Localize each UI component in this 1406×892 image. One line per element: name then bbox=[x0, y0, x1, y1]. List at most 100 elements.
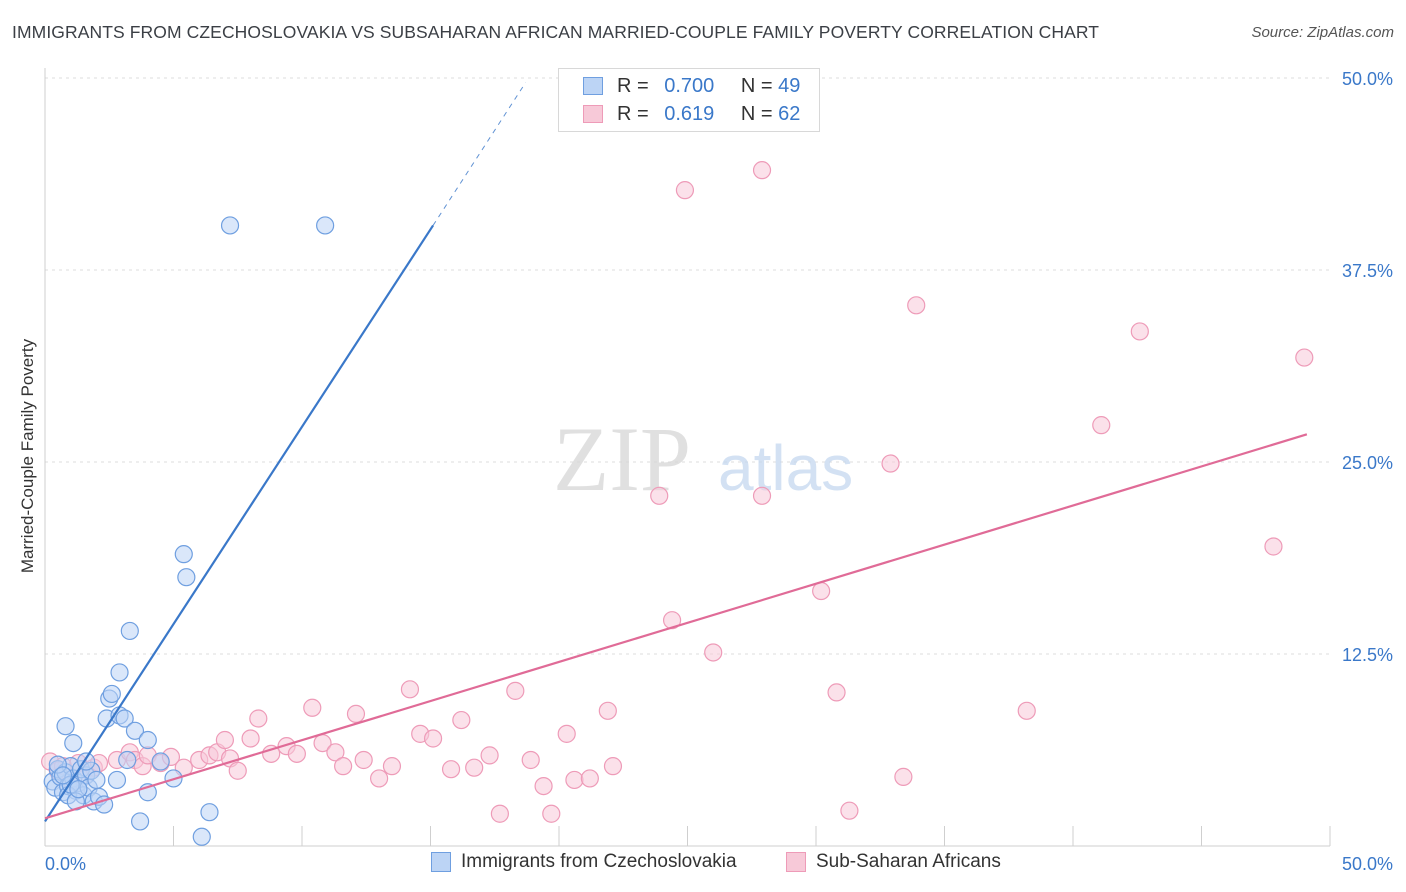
legend-swatch-blue bbox=[583, 77, 603, 95]
bottom-legend-swatch-blue bbox=[431, 852, 451, 872]
czechoslovakia-point bbox=[115, 709, 134, 728]
czechoslovakia-point bbox=[174, 545, 193, 564]
sub-saharan-point bbox=[400, 680, 420, 699]
sub-saharan-point bbox=[334, 757, 353, 776]
sub-saharan-point bbox=[1264, 537, 1283, 556]
legend-r-label: R = bbox=[617, 74, 649, 97]
tick-labels: 12.5% 25.0% 37.5% 50.0% 0.0% 50.0% bbox=[45, 69, 1393, 874]
czechoslovakia-point bbox=[316, 216, 335, 235]
sub-saharan-point bbox=[326, 743, 345, 762]
czechoslovakia-point bbox=[125, 721, 145, 740]
czechoslovakia-point bbox=[200, 803, 219, 822]
sub-saharan-point bbox=[840, 801, 859, 820]
sub-saharan-point bbox=[1092, 416, 1111, 435]
legend-n-value: 49 bbox=[778, 74, 801, 97]
bottom-legend-swatch-pink bbox=[786, 852, 806, 872]
sub-saharan-point bbox=[704, 643, 723, 662]
bottom-legend-label: Immigrants from Czechoslovakia bbox=[461, 851, 737, 872]
sub-saharan-point bbox=[506, 681, 525, 700]
sub-saharan-point bbox=[662, 611, 682, 630]
czechoslovakia-point bbox=[120, 621, 139, 641]
sub-saharan-point bbox=[287, 744, 306, 763]
y-tick-label: 37.5% bbox=[1342, 261, 1393, 281]
sub-saharan-point bbox=[1017, 701, 1036, 720]
czechoslovakia-point bbox=[220, 216, 240, 235]
czechoslovakia-point bbox=[87, 770, 106, 790]
chart-title: IMMIGRANTS FROM CZECHOSLOVAKIA VS SUBSAH… bbox=[12, 22, 1100, 42]
y-tick-label: 50.0% bbox=[1342, 69, 1393, 89]
bottom-legend-label: Sub-Saharan Africans bbox=[816, 851, 1001, 872]
czechoslovakia-point bbox=[64, 733, 83, 753]
y-tick-label: 25.0% bbox=[1342, 453, 1393, 473]
sub-saharan-point bbox=[894, 767, 913, 786]
trend-lines bbox=[44, 82, 1308, 823]
sub-saharan-point bbox=[480, 746, 499, 765]
sub-saharan-point bbox=[603, 757, 623, 776]
sub-saharan-point bbox=[907, 296, 926, 315]
x-tick-label: 0.0% bbox=[45, 854, 86, 874]
sub-saharan-point bbox=[423, 729, 443, 748]
source-credit: Source: ZipAtlas.com bbox=[1251, 24, 1394, 41]
watermark: ZIP atlas bbox=[553, 408, 853, 510]
czechoslovakia-point bbox=[110, 663, 129, 682]
sub-saharan-point bbox=[465, 758, 484, 777]
sub-saharan-point bbox=[303, 698, 322, 717]
sub-saharan-point bbox=[542, 804, 561, 823]
sub-saharan-point bbox=[215, 730, 234, 750]
x-tick-label: 50.0% bbox=[1342, 854, 1393, 874]
legend-r-label: R = bbox=[617, 102, 649, 125]
axes bbox=[44, 68, 1331, 847]
legend-n-label: N = bbox=[740, 74, 773, 97]
correlation-legend: R = 0.700 N = 49 R = 0.619 N = 62 bbox=[558, 68, 820, 132]
czechoslovakia-point bbox=[118, 750, 137, 770]
sub-saharan-point bbox=[881, 454, 900, 473]
sub-saharan-point bbox=[752, 161, 772, 180]
sub-saharan-point bbox=[827, 683, 846, 702]
czechoslovakia-point bbox=[102, 684, 121, 704]
sub-saharan-point bbox=[598, 701, 617, 720]
bottom-legend-sub-saharan: Sub-Saharan Africans bbox=[786, 851, 1001, 873]
sub-saharan-point bbox=[580, 769, 599, 788]
sub-saharan-point bbox=[521, 750, 540, 770]
legend-n-value: 62 bbox=[778, 102, 801, 125]
legend-row-czechoslovakia: R = 0.700 N = 49 bbox=[583, 72, 800, 100]
legend-r-value: 0.700 bbox=[664, 74, 715, 97]
sub-saharan-point bbox=[1295, 348, 1314, 367]
sub-saharan-point bbox=[370, 769, 389, 788]
sub-saharan-point bbox=[534, 776, 553, 796]
watermark-zip: ZIP bbox=[553, 408, 691, 510]
sub-saharan-point bbox=[650, 486, 669, 505]
sub-saharan-point bbox=[441, 760, 461, 779]
sub-saharan-point bbox=[228, 761, 247, 780]
sub-saharan-trend-line bbox=[44, 433, 1308, 820]
sub-saharan-point bbox=[752, 486, 772, 505]
czechoslovakia-point bbox=[192, 827, 211, 846]
y-axis-label: Married-Couple Family Poverty bbox=[18, 338, 37, 573]
czechoslovakia-point bbox=[53, 766, 73, 785]
sub-saharan-point bbox=[565, 770, 584, 790]
watermark-atlas: atlas bbox=[718, 432, 853, 504]
legend-swatch-pink bbox=[583, 105, 603, 123]
czechoslovakia-trend-line bbox=[44, 224, 434, 823]
grid-lines bbox=[45, 77, 1330, 655]
legend-r-value: 0.619 bbox=[664, 102, 715, 125]
sub-saharan-point bbox=[557, 724, 576, 743]
sub-saharan-point bbox=[249, 709, 268, 728]
y-tick-label: 12.5% bbox=[1342, 645, 1393, 665]
bottom-legend-czechoslovakia: Immigrants from Czechoslovakia bbox=[431, 851, 737, 873]
sub-saharan-point bbox=[262, 744, 281, 763]
czechoslovakia-point bbox=[56, 717, 75, 736]
sub-saharan-point bbox=[675, 181, 695, 200]
legend-n-label: N = bbox=[740, 102, 773, 125]
sub-saharan-point bbox=[382, 757, 402, 776]
sub-saharan-point bbox=[490, 804, 509, 823]
sub-saharan-point bbox=[354, 750, 373, 770]
sub-saharan-point bbox=[452, 710, 471, 730]
sub-saharan-point bbox=[1130, 322, 1149, 341]
czechoslovakia-point bbox=[69, 780, 88, 799]
czechoslovakia-point bbox=[107, 770, 127, 790]
czechoslovakia-point bbox=[177, 568, 196, 587]
czechoslovakia-point bbox=[138, 730, 157, 750]
czechoslovakia-point bbox=[130, 812, 150, 831]
